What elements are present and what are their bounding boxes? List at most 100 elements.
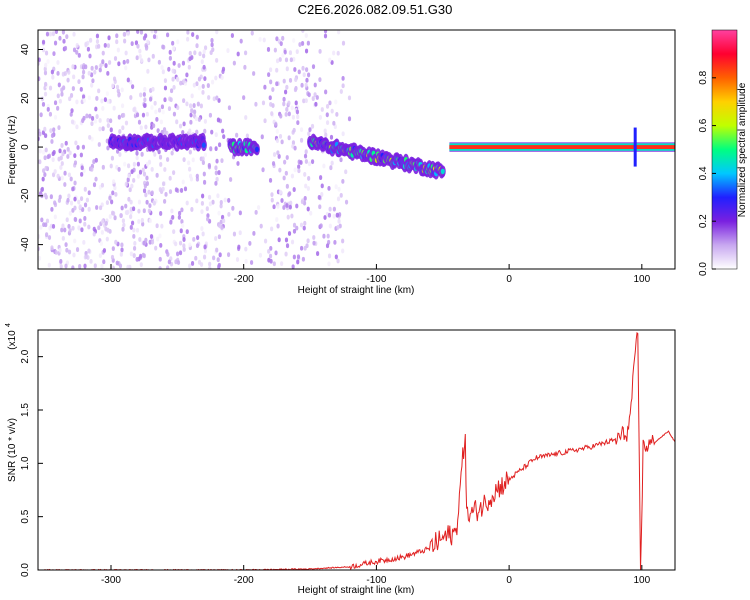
noise-speck — [73, 180, 77, 186]
noise-speck — [183, 186, 188, 192]
spectrogram-y-axis: -40 -20 0 20 40 — [20, 44, 43, 252]
noise-speck — [304, 98, 308, 103]
noise-speck — [78, 264, 82, 269]
snr-multiplier-base: (x10 — [7, 330, 18, 350]
y-tick-label: 0 — [20, 144, 31, 150]
noise-speck — [261, 100, 266, 106]
noise-speck — [188, 103, 193, 109]
noise-speck — [324, 89, 328, 95]
noise-speck — [304, 48, 309, 54]
noise-speck — [115, 39, 119, 45]
noise-speck — [155, 116, 159, 122]
noise-speck — [170, 150, 174, 156]
noise-speck — [67, 223, 71, 229]
noise-speck — [161, 44, 165, 50]
noise-speck — [202, 179, 207, 185]
noise-speck — [101, 59, 105, 65]
noise-speck — [60, 87, 64, 93]
noise-speck — [97, 142, 101, 147]
noise-speck — [266, 47, 271, 52]
noise-speck — [53, 169, 57, 174]
noise-speck — [83, 186, 87, 192]
noise-speck — [122, 112, 126, 118]
noise-speck — [65, 34, 69, 40]
noise-speck — [291, 114, 295, 120]
noise-speck — [112, 76, 117, 82]
noise-speck — [268, 253, 273, 259]
noise-speck — [38, 76, 41, 82]
noise-speck — [120, 242, 124, 248]
noise-speck — [192, 103, 196, 108]
noise-speck — [186, 36, 190, 42]
noise-speck — [118, 263, 123, 269]
noise-speck — [220, 214, 225, 220]
noise-speck — [73, 205, 77, 211]
noise-speck — [130, 41, 134, 47]
noise-speck — [185, 229, 189, 235]
noise-speck — [73, 238, 77, 244]
noise-speck — [144, 43, 148, 48]
noise-speck — [339, 89, 343, 94]
noise-speck — [110, 155, 115, 161]
noise-speck — [118, 152, 122, 157]
y-tick-label: -20 — [20, 188, 31, 203]
noise-speck — [188, 263, 192, 269]
noise-speck — [95, 205, 99, 210]
noise-speck — [106, 43, 111, 49]
noise-speck — [336, 196, 341, 202]
noise-speck — [287, 135, 291, 141]
noise-speck — [145, 111, 149, 117]
noise-speck — [307, 72, 311, 78]
noise-speck — [110, 254, 115, 260]
x-tick-label: 0 — [506, 575, 512, 586]
noise-speck — [58, 98, 62, 104]
noise-speck — [318, 48, 322, 54]
noise-speck — [268, 95, 272, 101]
noise-speck — [275, 58, 280, 64]
noise-speck — [277, 237, 281, 243]
noise-speck — [159, 211, 163, 216]
noise-speck — [270, 111, 274, 116]
noise-speck — [66, 77, 70, 83]
noise-speck — [219, 203, 223, 209]
noise-speck — [143, 86, 147, 92]
noise-speck — [202, 64, 206, 70]
noise-speck — [69, 176, 73, 182]
noise-speck — [207, 194, 212, 200]
noise-speck — [141, 252, 145, 258]
noise-speck — [217, 234, 221, 240]
noise-speck — [312, 235, 316, 240]
noise-speck — [186, 30, 190, 35]
noise-speck — [87, 206, 91, 212]
noise-speck — [236, 51, 240, 57]
noise-speck — [130, 220, 135, 226]
noise-speck — [69, 111, 73, 117]
noise-speck — [132, 227, 136, 233]
noise-speck — [54, 30, 59, 35]
noise-speck — [187, 160, 191, 166]
noise-speck — [327, 253, 332, 259]
noise-speck — [60, 227, 64, 233]
noise-speck — [293, 145, 297, 151]
x-tick-label: 100 — [633, 575, 650, 586]
noise-speck — [108, 195, 112, 201]
noise-speck — [111, 246, 115, 251]
noise-speck — [97, 225, 101, 231]
noise-speck — [138, 169, 143, 175]
noise-speck — [105, 91, 110, 96]
noise-speck — [281, 35, 285, 41]
noise-speck — [166, 252, 170, 257]
noise-speck — [106, 145, 110, 151]
noise-speck — [226, 252, 231, 258]
noise-speck — [106, 123, 110, 128]
noise-speck — [145, 181, 149, 186]
noise-speck — [339, 157, 343, 163]
noise-speck — [208, 112, 213, 118]
noise-speck — [90, 121, 94, 127]
noise-speck — [64, 140, 68, 146]
noise-speck — [178, 240, 183, 246]
noise-speck — [341, 178, 345, 184]
noise-speck — [121, 218, 126, 224]
noise-speck — [172, 170, 176, 176]
noise-speck — [77, 225, 81, 231]
